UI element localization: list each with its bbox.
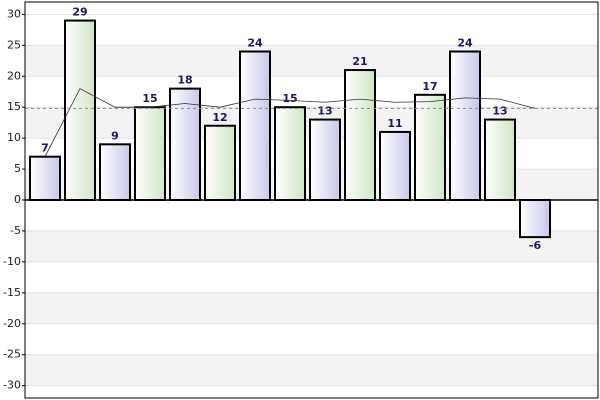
y-tick-label: 0 <box>14 193 21 206</box>
y-tick-label: -5 <box>10 224 21 237</box>
bar <box>204 124 236 201</box>
value-label: 15 <box>142 92 157 105</box>
value-label: 17 <box>422 80 437 93</box>
y-tick-label: 30 <box>7 7 21 20</box>
y-tick-label: -20 <box>3 317 21 330</box>
value-label: 18 <box>177 74 192 87</box>
bar <box>64 19 96 201</box>
value-label: 13 <box>317 105 332 118</box>
grid-band <box>25 354 598 386</box>
y-tick-label: -30 <box>3 379 21 392</box>
y-tick-label: 15 <box>7 100 21 113</box>
grid-band <box>25 45 598 77</box>
grid-band <box>25 230 598 262</box>
bar <box>309 118 341 201</box>
value-label: 21 <box>352 55 367 68</box>
value-label: -6 <box>529 239 542 252</box>
y-tick-label: 10 <box>7 131 21 144</box>
bar <box>414 93 446 201</box>
bar <box>29 155 61 201</box>
bar <box>379 130 411 201</box>
value-label: 12 <box>212 111 227 124</box>
bar <box>239 50 271 201</box>
bar <box>519 199 551 239</box>
y-tick-label: -25 <box>3 348 21 361</box>
y-tick-label: -15 <box>3 286 21 299</box>
bar <box>274 106 306 201</box>
bar <box>169 87 201 201</box>
value-label: 11 <box>387 117 402 130</box>
value-label: 24 <box>247 37 263 50</box>
running-average-line <box>44 88 536 157</box>
value-label: 24 <box>457 37 473 50</box>
bar <box>449 50 481 201</box>
grid-band <box>25 292 598 324</box>
y-tick-label: 5 <box>14 162 21 175</box>
value-label: 7 <box>41 142 49 155</box>
plot-frame <box>24 1 599 399</box>
y-tick-label: 20 <box>7 69 21 82</box>
value-label: 29 <box>72 6 87 19</box>
y-tick-label: -10 <box>3 255 21 268</box>
bar <box>344 69 376 201</box>
bar <box>134 106 166 201</box>
value-label: 15 <box>282 92 297 105</box>
value-label: 9 <box>111 129 119 142</box>
y-tick-label: 25 <box>7 38 21 51</box>
bar <box>484 118 516 201</box>
bar <box>99 143 131 201</box>
value-label: 13 <box>492 105 507 118</box>
